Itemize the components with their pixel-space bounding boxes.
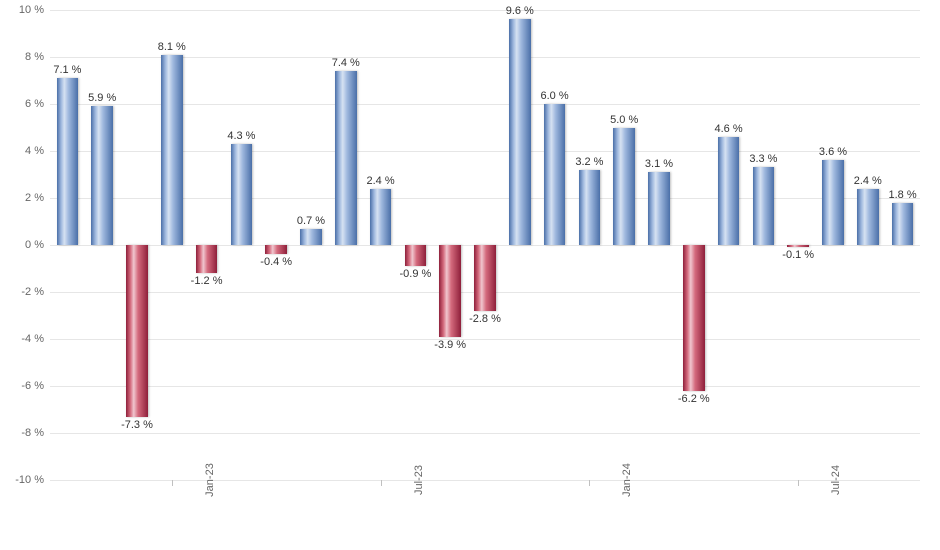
bar-negative [405,245,427,266]
bar-label: -0.1 % [782,249,814,261]
bar-slot: 2.4 % [370,10,392,480]
bar-slot: -2.8 % [474,10,496,480]
y-tick-label: 4 % [25,145,50,157]
y-tick-label: 8 % [25,51,50,63]
bar-slot: 2.4 % [857,10,879,480]
bar-negative [787,245,809,247]
bar-slot: 3.3 % [753,10,775,480]
bar-label: 3.1 % [645,158,673,170]
bar-negative [683,245,705,391]
bar-slot: 6.0 % [544,10,566,480]
bar-positive [648,172,670,245]
bar-slot: 8.1 % [161,10,183,480]
bar-slot: 7.4 % [335,10,357,480]
bar-positive [613,128,635,246]
bar-positive [91,106,113,245]
bar-label: 0.7 % [297,215,325,227]
bar-positive [509,19,531,245]
bar-positive [718,137,740,245]
y-tick-label: -8 % [21,427,50,439]
bar-label: 9.6 % [506,5,534,17]
bar-positive [822,160,844,245]
bar-positive [753,167,775,245]
bar-positive [892,203,914,245]
bar-label: 4.3 % [227,130,255,142]
bar-slot: 5.0 % [613,10,635,480]
bar-positive [579,170,601,245]
bar-label: 7.4 % [332,57,360,69]
bar-positive [231,144,253,245]
bar-positive [161,55,183,245]
bar-negative [126,245,148,417]
y-tick-label: 10 % [19,4,50,16]
bar-negative [265,245,287,254]
bar-slot: -0.9 % [405,10,427,480]
bar-label: 2.4 % [367,175,395,187]
bar-slot: -3.9 % [439,10,461,480]
y-tick-label: -4 % [21,333,50,345]
bar-slot: 5.9 % [91,10,113,480]
bar-positive [370,189,392,245]
bar-slot: 3.6 % [822,10,844,480]
y-tick-label: -6 % [21,380,50,392]
bar-slot: -7.3 % [126,10,148,480]
bar-label: 3.6 % [819,146,847,158]
bar-positive [544,104,566,245]
bar-negative [474,245,496,311]
bar-slot: 9.6 % [509,10,531,480]
bar-label: 3.2 % [575,156,603,168]
bar-label: 7.1 % [53,64,81,76]
bar-slot: -6.2 % [683,10,705,480]
bar-label: 4.6 % [715,123,743,135]
bar-slot: -0.4 % [265,10,287,480]
bar-label: 6.0 % [541,90,569,102]
bar-label: -3.9 % [434,339,466,351]
bar-label: -7.3 % [121,419,153,431]
bar-positive [57,78,79,245]
bar-slot: 3.2 % [579,10,601,480]
bar-positive [335,71,357,245]
bar-slot: 0.7 % [300,10,322,480]
y-tick-label: -2 % [21,286,50,298]
bar-negative [196,245,218,273]
bar-label: 2.4 % [854,175,882,187]
bar-label: -0.9 % [399,268,431,280]
bar-label: -1.2 % [191,275,223,287]
y-tick-label: 0 % [25,239,50,251]
bar-slot: -0.1 % [787,10,809,480]
bar-slot: 4.6 % [718,10,740,480]
y-tick-label: 2 % [25,192,50,204]
bar-label: -0.4 % [260,256,292,268]
bar-label: 1.8 % [889,189,917,201]
y-tick-label: -10 % [15,474,50,486]
bar-label: 3.3 % [749,153,777,165]
bar-positive [857,189,879,245]
plot-area: -10 %-8 %-6 %-4 %-2 %0 %2 %4 %6 %8 %10 %… [50,10,920,481]
bar-label: -2.8 % [469,313,501,325]
bar-label: -6.2 % [678,393,710,405]
bar-slot: 1.8 % [892,10,914,480]
bar-positive [300,229,322,245]
bar-slot: 7.1 % [57,10,79,480]
bar-label: 8.1 % [158,41,186,53]
bar-label: 5.0 % [610,114,638,126]
bar-chart: -10 % -8 % -6 % -4 % -2 % 0 % 2 % 4 % 6 % 8 % 10 %… [0,0,940,550]
bar-slot: 3.1 % [648,10,670,480]
bar-slot: 4.3 % [231,10,253,480]
y-tick-label: 6 % [25,98,50,110]
bar-negative [439,245,461,337]
bar-slot: -1.2 % [196,10,218,480]
bar-label: 5.9 % [88,92,116,104]
